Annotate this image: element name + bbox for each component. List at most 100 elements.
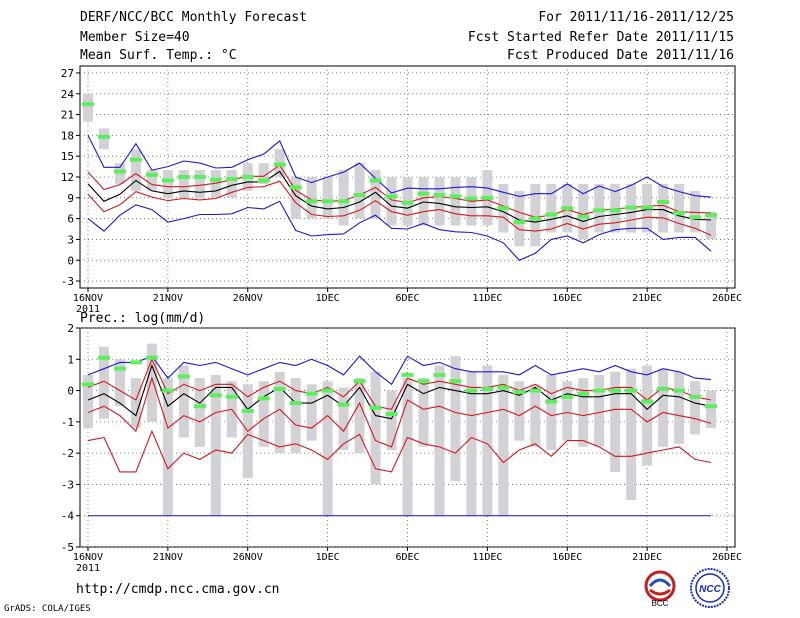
prec-median-mark xyxy=(577,391,590,396)
prec-ytick-label: 2 xyxy=(67,322,74,335)
prec-median-mark xyxy=(449,379,462,384)
prec-box xyxy=(370,371,381,485)
temp-box xyxy=(194,170,205,198)
temp-xtick-label: 16DEC xyxy=(552,293,582,304)
temp-median-mark xyxy=(81,102,94,107)
prec-panel-title: Prec.: log(mm/d) xyxy=(80,311,205,326)
temp-ytick-label: 21 xyxy=(61,109,74,122)
prec-xtick-label: 26DEC xyxy=(712,552,742,563)
temp-ytick-label: 9 xyxy=(67,192,74,205)
temp-ytick-label: 27 xyxy=(61,67,74,80)
temp-median-mark xyxy=(289,185,302,190)
prec-box xyxy=(306,384,317,441)
prec-median-mark xyxy=(385,412,398,417)
temp-box xyxy=(114,163,125,184)
prec-box xyxy=(610,371,621,472)
prec-median-mark xyxy=(625,388,638,393)
prec-xtick-label: 6DEC xyxy=(395,552,419,563)
prec-box xyxy=(274,371,285,454)
prec-box xyxy=(354,378,365,454)
temp-median-mark xyxy=(689,215,702,220)
temp-median-mark xyxy=(561,206,574,211)
prec-median-mark xyxy=(257,396,270,401)
temp-box xyxy=(130,149,141,191)
temp-box xyxy=(530,183,541,247)
prec-box xyxy=(514,381,525,441)
prec-median-mark xyxy=(673,388,686,393)
temp-box xyxy=(386,177,397,226)
temp-box xyxy=(82,93,93,122)
temp-ytick-label: 24 xyxy=(61,88,75,101)
prec-median-mark xyxy=(545,399,558,404)
prec-box xyxy=(658,368,669,447)
temp-median-mark xyxy=(449,194,462,199)
prec-median-mark xyxy=(497,385,510,390)
prec-xtick-label: 1DEC xyxy=(316,552,340,563)
temp-box xyxy=(338,170,349,226)
prec-box xyxy=(562,381,573,441)
prec-median-mark xyxy=(241,408,254,413)
temp-median-mark xyxy=(673,211,686,216)
prec-box xyxy=(178,365,189,438)
temp-box xyxy=(354,163,365,219)
temp-median-mark xyxy=(657,199,670,204)
temp-median-mark xyxy=(705,213,718,218)
temp-mean-minus-sd-line xyxy=(87,180,712,236)
prec-mean-line xyxy=(87,363,712,420)
temp-median-mark xyxy=(577,214,590,219)
temp-box xyxy=(594,183,605,233)
temp-mean-line xyxy=(87,170,712,223)
prec-median-mark xyxy=(337,402,350,407)
temp-ytick-label: 3 xyxy=(67,233,74,246)
temp-median-mark xyxy=(481,195,494,200)
prec-median-mark xyxy=(273,387,286,392)
prec-box xyxy=(450,356,461,482)
source-url-link[interactable]: http://cmdp.ncc.cma.gov.cn xyxy=(76,582,280,597)
temp-box xyxy=(690,190,701,233)
prec-median-mark xyxy=(561,394,574,399)
temp-median-mark xyxy=(545,212,558,217)
temp-median-mark xyxy=(529,216,542,221)
temp-median-mark xyxy=(641,205,654,210)
temp-median-mark xyxy=(129,157,142,162)
temp-median-mark xyxy=(417,191,430,196)
bcc-logo: BCC xyxy=(644,570,676,608)
prec-box xyxy=(146,343,157,422)
prec-xtick-label: 16NOV xyxy=(73,552,103,563)
temp-xtick-label: 21DEC xyxy=(632,293,662,304)
prec-box xyxy=(98,346,109,419)
prec-box xyxy=(418,378,429,447)
temp-median-mark xyxy=(97,134,110,139)
temp-median-mark xyxy=(321,199,334,204)
prec-min-line xyxy=(87,429,712,473)
temp-min-line xyxy=(87,200,712,261)
temp-box xyxy=(578,183,589,240)
temp-median-mark xyxy=(257,178,270,183)
temp-median-mark xyxy=(609,208,622,213)
temp-ytick-label: 15 xyxy=(61,150,74,163)
temp-ytick-label: 6 xyxy=(67,213,74,226)
prec-box xyxy=(594,374,605,447)
temp-box xyxy=(450,177,461,226)
temp-median-mark xyxy=(337,199,350,204)
prec-median-mark xyxy=(305,391,318,396)
prec-box xyxy=(194,378,205,447)
prec-max-line xyxy=(87,355,712,386)
temp-box xyxy=(290,177,301,219)
prec-median-mark xyxy=(641,399,654,404)
prec-median-mark xyxy=(193,404,206,409)
started-refer-label: Fcst Started Refer Date 2011/11/15 xyxy=(467,30,734,45)
prec-box xyxy=(258,381,269,447)
temp-median-mark xyxy=(433,193,446,198)
prec-median-mark xyxy=(209,393,222,398)
temp-box xyxy=(306,177,317,219)
temp-xtick-label: 26DEC xyxy=(712,293,742,304)
temp-ytick-label: 18 xyxy=(61,129,74,142)
prec-mean-minus-sd-line xyxy=(87,376,712,448)
prec-box xyxy=(498,374,509,516)
prec-median-mark xyxy=(321,388,334,393)
temp-box xyxy=(610,183,621,233)
variable-label: Mean Surf. Temp.: °C xyxy=(80,48,237,63)
prec-ytick-label: -2 xyxy=(61,447,74,460)
temp-ytick-label: 12 xyxy=(61,171,74,184)
